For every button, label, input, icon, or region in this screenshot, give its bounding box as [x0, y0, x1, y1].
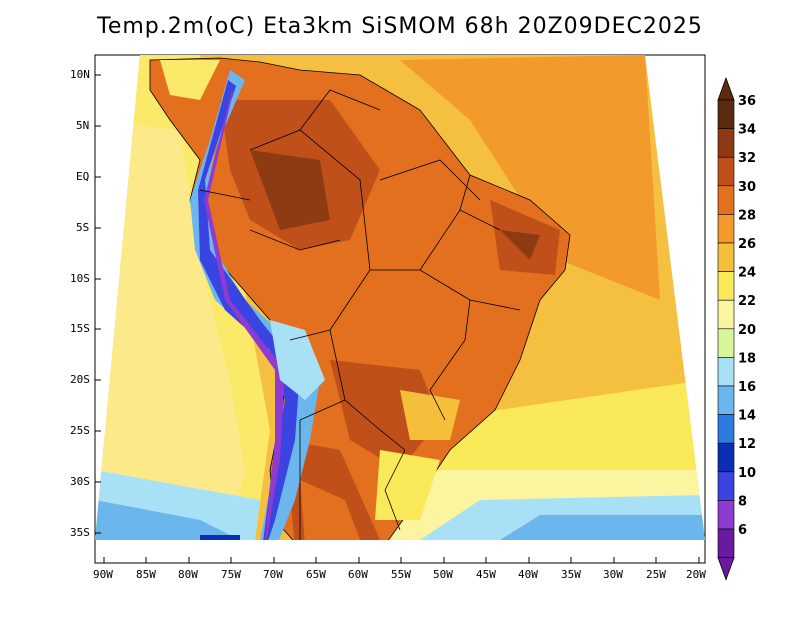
latitude-axis: 10N 5N EQ 5S 10S 15S 20S 25S 30S 35S [70, 68, 90, 539]
lon-label: 55W [391, 568, 411, 581]
colorbar-swatch [717, 385, 735, 415]
lon-label: 80W [178, 568, 198, 581]
colorbar-swatch [717, 271, 735, 301]
lat-label: 10N [70, 68, 90, 81]
colorbar-swatch [717, 328, 735, 358]
colorbar-swatch [717, 242, 735, 272]
lon-label: 50W [433, 568, 453, 581]
colorbar-label: 26 [738, 237, 756, 252]
colorbar-swatch [717, 442, 735, 473]
colorbar-label: 20 [738, 323, 756, 338]
lat-label: 15S [70, 322, 90, 335]
lat-label: 35S [70, 526, 90, 539]
colorbar-label: 22 [738, 294, 756, 309]
map-title: Temp.2m(oC) Eta3km SiSMOM 68h 20Z09DEC20… [97, 14, 703, 39]
axis-ticks [95, 74, 700, 563]
colorbar-label: 14 [738, 409, 756, 424]
lon-label: 40W [518, 568, 538, 581]
lat-label: 10S [70, 272, 90, 285]
longitude-axis: 90W 85W 80W 75W 70W 65W 60W 55W 50W 45W … [93, 568, 706, 581]
colorbar-swatch [717, 185, 735, 215]
colorbar-swatch [717, 214, 735, 244]
colorbar-swatch [717, 156, 735, 187]
colorbar-label: 36 [738, 94, 756, 109]
colorbar: 36 34 32 30 28 26 24 22 20 18 16 14 12 10 8 6 [717, 76, 756, 581]
colorbar-label: 10 [738, 466, 756, 481]
lat-label: EQ [76, 170, 89, 183]
lat-label: 30S [70, 475, 90, 488]
colorbar-swatch [717, 414, 735, 444]
colorbar-label: 16 [738, 380, 756, 395]
lon-label: 65W [306, 568, 326, 581]
colorbar-swatch [717, 528, 735, 558]
lon-label: 30W [603, 568, 623, 581]
temperature-field [95, 55, 705, 540]
colorbar-swatch [717, 299, 735, 330]
colorbar-label: 24 [738, 266, 756, 281]
lon-label: 75W [221, 568, 241, 581]
colorbar-swatch [717, 471, 735, 501]
colorbar-label: 28 [738, 208, 756, 223]
colorbar-label: 6 [738, 523, 747, 538]
colorbar-label: 30 [738, 180, 756, 195]
lat-label: 25S [70, 424, 90, 437]
lon-label: 90W [93, 568, 113, 581]
colorbar-swatch [717, 128, 735, 158]
colorbar-top-arrow [717, 76, 735, 101]
colorbar-swatch [717, 99, 735, 129]
lon-label: 45W [476, 568, 496, 581]
lon-label: 35W [561, 568, 581, 581]
lon-label: 20W [686, 568, 706, 581]
lon-label: 85W [136, 568, 156, 581]
colorbar-label: 12 [738, 437, 756, 452]
colorbar-label: 34 [738, 123, 756, 138]
lon-label: 60W [348, 568, 368, 581]
colorbar-bottom-arrow [717, 557, 735, 581]
lat-label: 20S [70, 373, 90, 386]
lon-label: 25W [646, 568, 666, 581]
country-borders [199, 89, 521, 540]
lat-label: 5S [76, 221, 89, 234]
colorbar-label: 32 [738, 151, 756, 166]
colorbar-label: 18 [738, 351, 756, 366]
colorbar-swatch [717, 357, 735, 387]
colorbar-swatch [717, 500, 735, 530]
lat-label: 5N [76, 119, 89, 132]
lon-label: 70W [263, 568, 283, 581]
colorbar-label: 8 [738, 494, 747, 509]
